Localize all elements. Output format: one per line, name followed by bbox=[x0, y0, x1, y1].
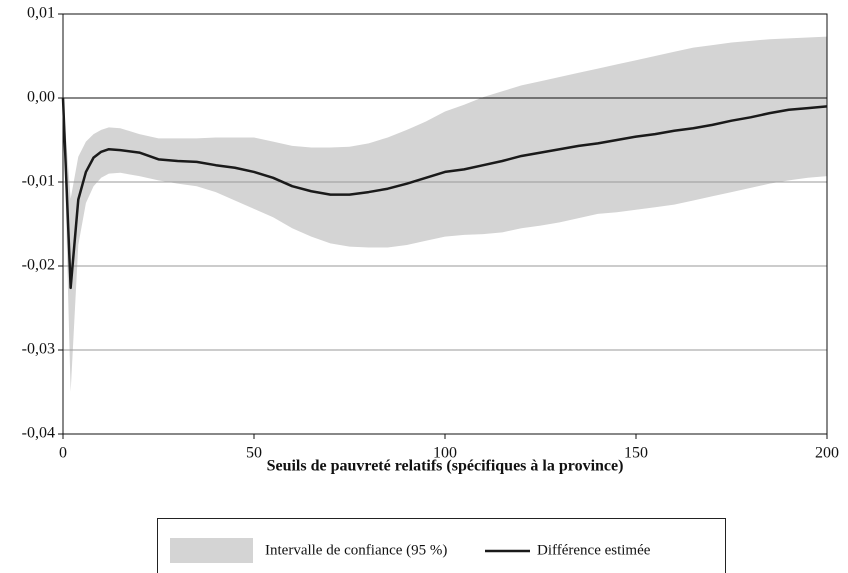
legend-label: Intervalle de confiance (95 %) bbox=[265, 542, 447, 558]
y-tick-label: -0,02 bbox=[22, 257, 55, 274]
x-tick-label: 50 bbox=[246, 445, 262, 462]
x-tick-label: 150 bbox=[624, 445, 648, 462]
legend-label: Différence estimée bbox=[537, 542, 651, 558]
x-tick-label: 100 bbox=[433, 445, 457, 462]
x-tick-label: 200 bbox=[815, 445, 839, 462]
y-tick-label: 0,00 bbox=[27, 89, 55, 106]
confidence-band bbox=[63, 36, 827, 393]
x-tick-label: 0 bbox=[59, 445, 67, 462]
legend-swatch bbox=[170, 538, 253, 563]
y-tick-label: -0,01 bbox=[22, 173, 55, 190]
legend-box bbox=[157, 518, 726, 573]
y-tick-label: -0,04 bbox=[22, 425, 55, 442]
x-axis-label: Seuils de pauvreté relatifs (spécifiques… bbox=[267, 458, 624, 475]
series-line bbox=[61, 97, 828, 290]
y-tick-label: -0,03 bbox=[22, 341, 55, 358]
y-tick-label: 0,01 bbox=[27, 5, 55, 22]
plot-frame bbox=[62, 13, 828, 435]
